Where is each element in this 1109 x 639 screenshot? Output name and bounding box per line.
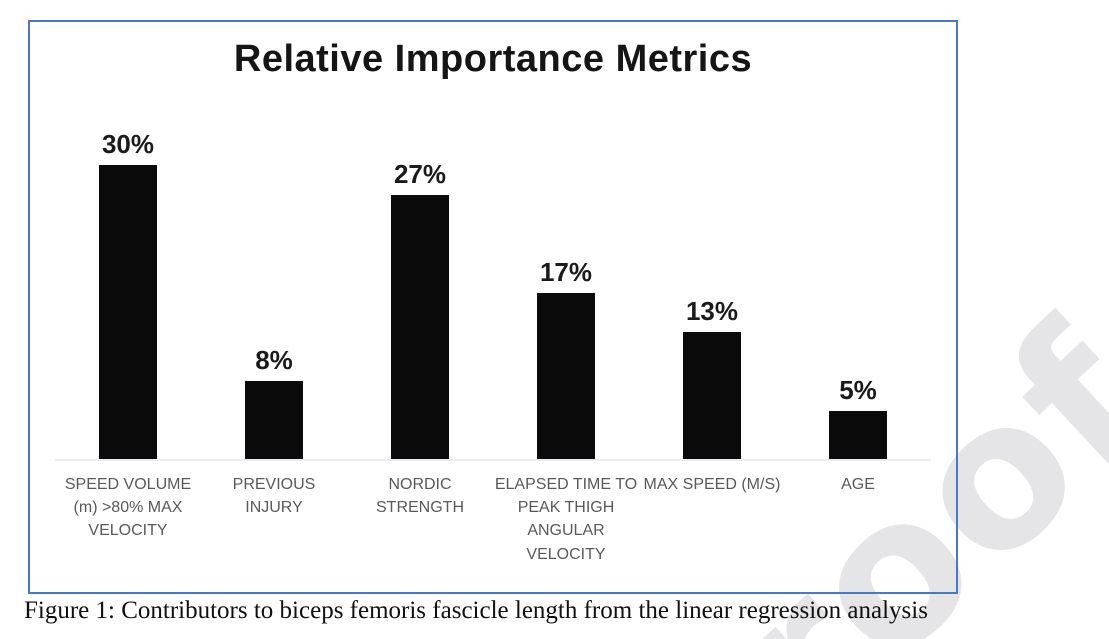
bar-group-elapsed-time: 17% — [493, 259, 639, 460]
bar-value-label: 30% — [101, 129, 155, 160]
category-label: ELAPSED TIME TO PEAK THIGH ANGULAR VELOC… — [494, 476, 638, 563]
bar-group-max-speed: 13% — [639, 298, 785, 460]
category-axis-labels: SPEED VOLUME (m) >80% MAX VELOCITY PREVI… — [55, 473, 931, 566]
bar-max-speed — [683, 332, 741, 460]
category-label-cell: AGE — [785, 473, 931, 566]
category-label: SPEED VOLUME (m) >80% MAX VELOCITY — [64, 476, 192, 540]
x-axis-line — [55, 459, 931, 461]
figure-caption: Figure 1: Contributors to biceps femoris… — [24, 597, 928, 624]
category-label-cell: NORDIC STRENGTH — [347, 473, 493, 566]
category-label: MAX SPEED (M/S) — [643, 476, 781, 493]
bar-previous-injury — [245, 381, 303, 460]
category-label-cell: SPEED VOLUME (m) >80% MAX VELOCITY — [55, 473, 201, 566]
category-label-cell: ELAPSED TIME TO PEAK THIGH ANGULAR VELOC… — [493, 473, 639, 566]
bar-value-label: 13% — [685, 296, 739, 327]
bar-value-label: 8% — [255, 345, 293, 376]
bar-group-age: 5% — [785, 377, 931, 460]
bar-nordic-strength — [391, 194, 449, 460]
bar-speed-volume — [99, 165, 157, 460]
bar-elapsed-time — [537, 292, 595, 460]
chart-border-frame — [28, 20, 958, 594]
bar-age — [829, 410, 887, 460]
bar-value-label: 17% — [539, 256, 593, 287]
bar-plot-area: 30% 8% 27% 17% 13% 5% — [55, 122, 931, 460]
bar-group-previous-injury: 8% — [201, 347, 347, 460]
category-label: PREVIOUS INJURY — [232, 476, 316, 517]
category-label: AGE — [841, 476, 875, 493]
chart-title: Relative Importance Metrics — [233, 38, 753, 80]
bar-group-nordic-strength: 27% — [347, 161, 493, 460]
category-label-cell: PREVIOUS INJURY — [201, 473, 347, 566]
category-label: NORDIC STRENGTH — [376, 476, 464, 517]
bar-value-label: 27% — [393, 158, 447, 189]
category-label-cell: MAX SPEED (M/S) — [639, 473, 785, 566]
bar-group-speed-volume: 30% — [55, 131, 201, 460]
bar-value-label: 5% — [839, 374, 877, 405]
